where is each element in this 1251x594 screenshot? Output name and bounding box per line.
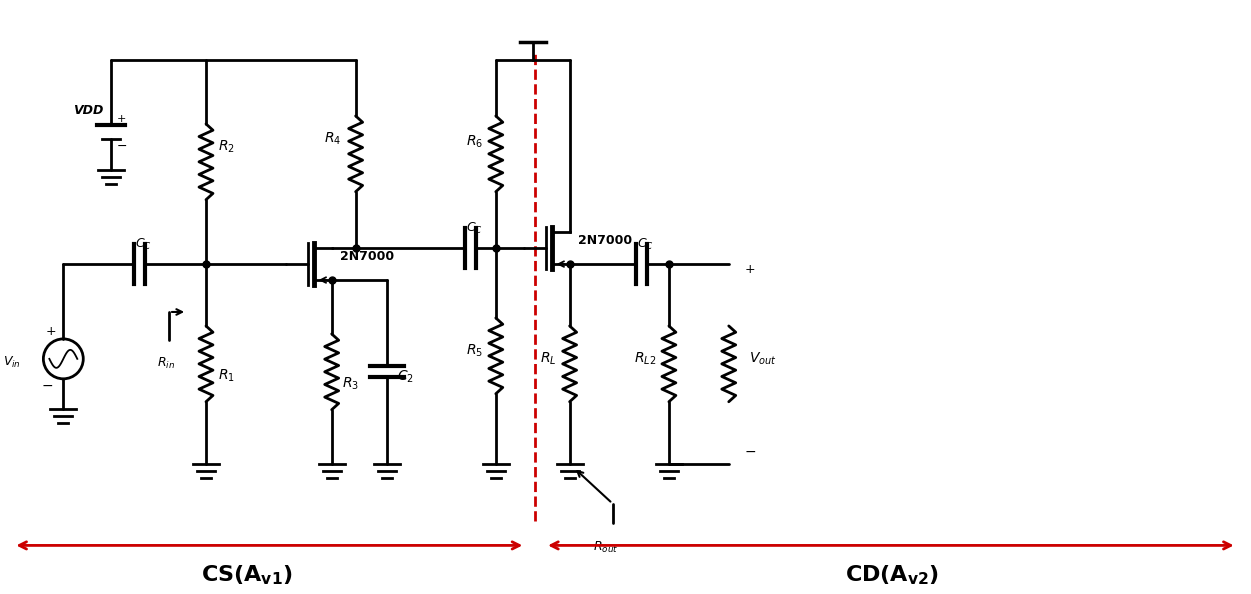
Text: $C_C$: $C_C$: [467, 220, 483, 236]
Text: $R_1$: $R_1$: [218, 368, 235, 384]
Text: 2N7000: 2N7000: [578, 233, 632, 247]
Text: $R_2$: $R_2$: [218, 138, 235, 155]
Text: −: −: [118, 140, 128, 153]
Text: $C_2$: $C_2$: [397, 369, 413, 385]
Text: $\mathbf{CS(A_{v1})}$: $\mathbf{CS(A_{v1})}$: [201, 564, 293, 587]
Text: −: −: [41, 379, 53, 393]
Text: VDD: VDD: [74, 104, 104, 117]
Text: 2N7000: 2N7000: [340, 249, 394, 263]
Text: $C_C$: $C_C$: [638, 236, 654, 252]
Text: $R_4$: $R_4$: [324, 131, 342, 147]
Text: $R_5$: $R_5$: [465, 343, 483, 359]
Text: $V_{in}$: $V_{in}$: [4, 355, 21, 371]
Text: −: −: [744, 445, 757, 459]
Text: $R_6$: $R_6$: [465, 134, 483, 150]
Text: $R_{out}$: $R_{out}$: [593, 540, 618, 555]
Text: $R_L$: $R_L$: [539, 350, 557, 367]
Text: $R_{in}$: $R_{in}$: [158, 356, 175, 371]
Text: $R_{L2}$: $R_{L2}$: [634, 350, 657, 367]
Text: +: +: [744, 263, 756, 276]
Text: $V_{out}$: $V_{out}$: [748, 350, 777, 367]
Text: $R_3$: $R_3$: [342, 375, 359, 392]
Text: +: +: [118, 115, 126, 124]
Text: $\mathbf{CD(A_{v2})}$: $\mathbf{CD(A_{v2})}$: [846, 564, 940, 587]
Text: +: +: [45, 326, 56, 339]
Text: $C_C$: $C_C$: [135, 236, 151, 252]
